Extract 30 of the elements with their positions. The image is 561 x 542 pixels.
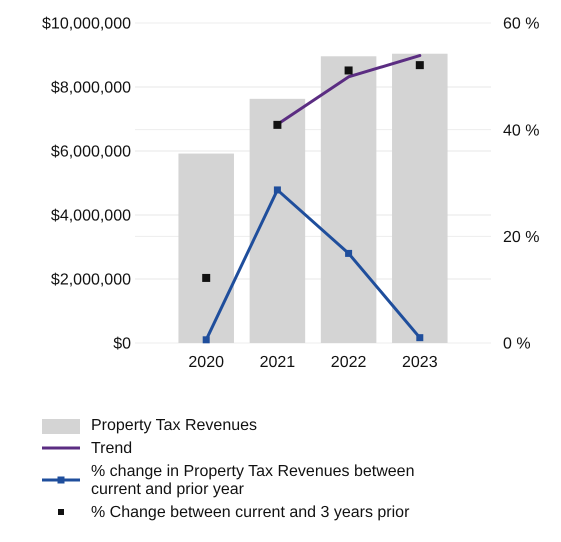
point (416, 334, 424, 342)
y2-tick-label: 20 % (503, 228, 540, 246)
y-tick-label: $6,000,000 (50, 144, 132, 161)
point (344, 66, 353, 74)
y-tick-label: $4,000,000 (50, 208, 132, 225)
point (202, 274, 210, 282)
point (273, 120, 282, 129)
point (274, 186, 281, 194)
bar (250, 98, 306, 343)
y-tick-label: $2,000,000 (50, 272, 132, 289)
x-tick-label: 2022 (330, 354, 366, 371)
y2-tick-label: 40 % (503, 122, 540, 140)
legend-label: % change in Property Tax Revenues between current and prior year (91, 463, 414, 498)
legend-label: Property Tax Revenues (91, 417, 258, 434)
legend-label: Trend (91, 440, 132, 457)
bar (320, 56, 376, 343)
point (345, 250, 352, 257)
y2-tick-label: 60 % (503, 16, 540, 33)
x-tick-label: 2021 (260, 354, 296, 371)
point (416, 61, 424, 70)
x-tick-label: 2023 (402, 354, 438, 371)
bar (392, 54, 448, 343)
y2-tick-label: 0 % (503, 336, 531, 353)
x-tick-label: 2020 (188, 354, 224, 371)
y-tick-label: $0 (113, 336, 132, 353)
y-tick-label: $10,000,000 (42, 16, 132, 33)
bar (178, 154, 234, 343)
point (202, 336, 210, 344)
legend-label: % Change between current and 3 years prior (91, 504, 410, 521)
y-tick-label: $8,000,000 (50, 80, 132, 97)
